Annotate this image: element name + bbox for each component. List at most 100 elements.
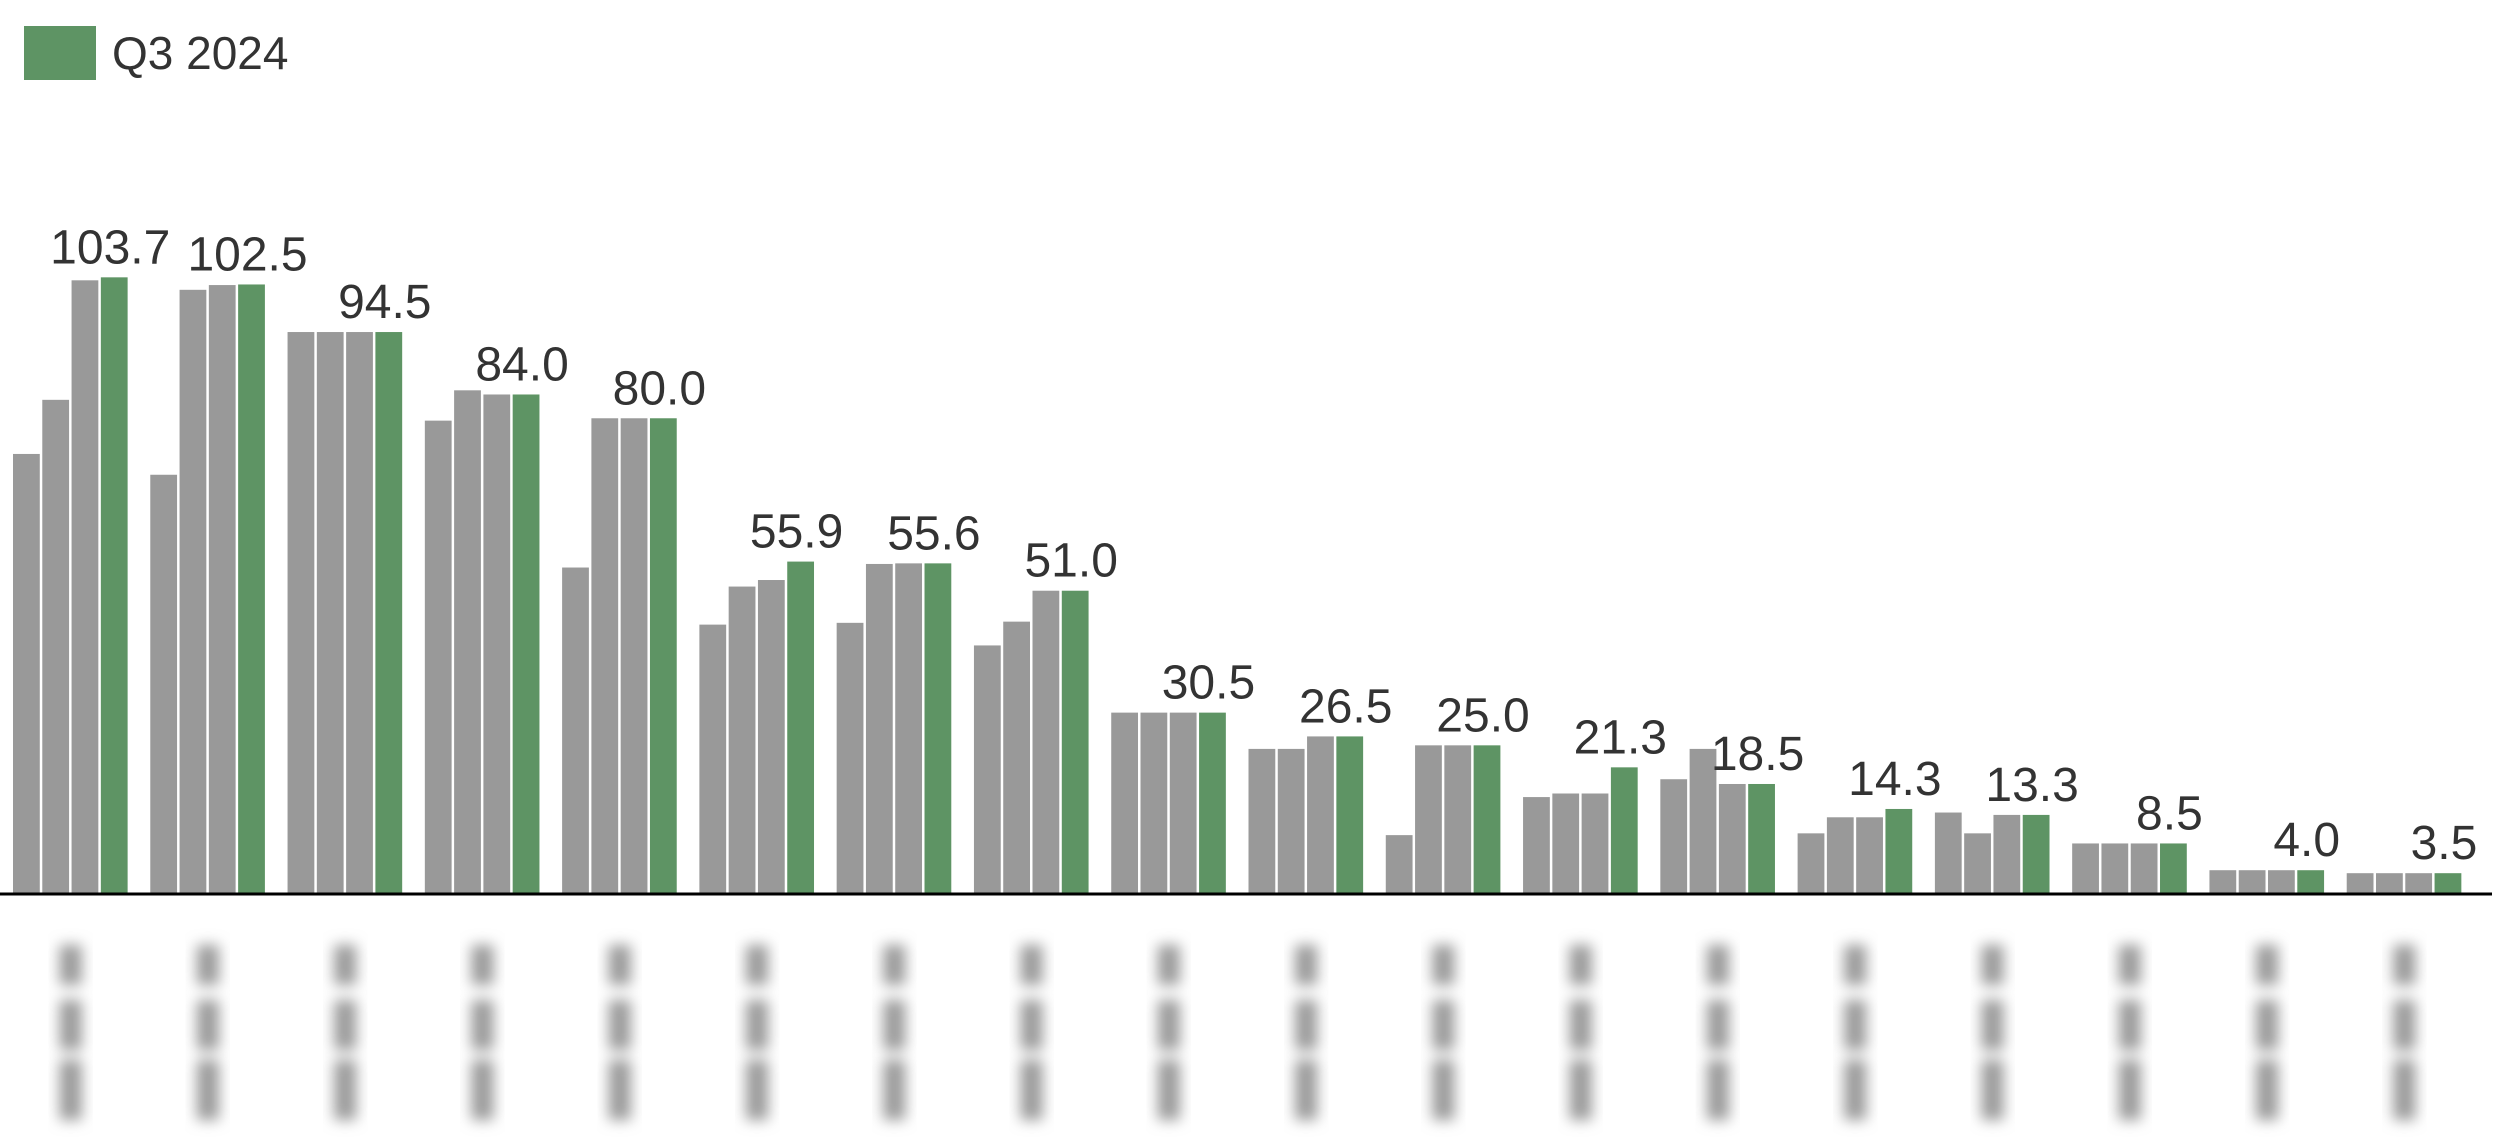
bar xyxy=(1199,712,1226,894)
blur-block xyxy=(2256,945,2279,985)
blurred-category-label xyxy=(1020,945,1043,1120)
blur-block xyxy=(1569,1060,1592,1120)
blur-block xyxy=(2393,1000,2416,1050)
bar xyxy=(2376,873,2403,894)
blurred-category-label xyxy=(59,945,82,1120)
value-label: 21.3 xyxy=(1574,711,1667,764)
blur-block xyxy=(746,1060,769,1120)
blur-block xyxy=(1432,1060,1455,1120)
bar xyxy=(865,563,893,894)
blur-block xyxy=(471,1000,494,1050)
blur-block xyxy=(608,1060,631,1120)
value-label: 84.0 xyxy=(475,338,568,391)
bar xyxy=(2268,870,2295,894)
bar xyxy=(316,332,344,894)
bar xyxy=(375,332,403,894)
blur-block xyxy=(196,1060,219,1120)
bar xyxy=(1248,748,1276,894)
blur-block xyxy=(2393,1060,2416,1120)
bar xyxy=(1610,767,1638,894)
value-label: 55.9 xyxy=(750,506,843,559)
legend-label: Q3 2024 xyxy=(112,27,288,79)
bar xyxy=(2297,870,2325,894)
bar xyxy=(2072,843,2099,894)
blurred-category-label xyxy=(2118,945,2141,1120)
bar xyxy=(2434,873,2462,894)
bar xyxy=(512,394,540,894)
blur-block xyxy=(1020,1060,1043,1120)
bar xyxy=(1169,712,1197,894)
bar xyxy=(2209,870,2237,894)
blur-block xyxy=(471,945,494,985)
bar xyxy=(2160,843,2187,894)
blur-block xyxy=(2118,1000,2141,1050)
blurred-category-label xyxy=(2393,945,2416,1120)
value-label: 14.3 xyxy=(1848,753,1941,806)
blur-block xyxy=(1295,1000,1318,1050)
bar xyxy=(836,622,864,894)
bar xyxy=(2101,843,2129,894)
bar xyxy=(591,418,619,894)
blur-block xyxy=(1020,945,1043,985)
value-label: 94.5 xyxy=(338,276,431,329)
blurred-category-label xyxy=(746,945,769,1120)
bar xyxy=(562,567,589,894)
blurred-category-label xyxy=(1706,945,1729,1120)
blur-block xyxy=(1157,1000,1180,1050)
blurred-category-label xyxy=(196,945,219,1120)
blur-block xyxy=(2256,1000,2279,1050)
blur-block xyxy=(1295,945,1318,985)
bar xyxy=(649,418,677,894)
blur-block xyxy=(1844,1060,1867,1120)
value-label: 102.5 xyxy=(187,228,307,281)
blur-block xyxy=(1157,945,1180,985)
value-label: 8.5 xyxy=(2136,787,2203,840)
value-label: 103.7 xyxy=(50,221,170,274)
blur-block xyxy=(1706,945,1729,985)
bar xyxy=(1473,745,1501,894)
blurred-category-label xyxy=(883,945,906,1120)
bar xyxy=(1277,748,1305,894)
bar xyxy=(1111,712,1139,894)
bar xyxy=(1934,812,1962,894)
blur-block xyxy=(608,1000,631,1050)
bar xyxy=(424,420,452,894)
blurred-category-label xyxy=(1569,945,1592,1120)
blur-block xyxy=(883,945,906,985)
value-label: 18.5 xyxy=(1711,728,1804,781)
bar xyxy=(1140,712,1168,894)
blur-block xyxy=(471,1060,494,1120)
blurred-category-label xyxy=(1844,945,1867,1120)
bar xyxy=(179,289,207,894)
blur-block xyxy=(334,945,357,985)
value-label: 51.0 xyxy=(1024,535,1117,588)
blur-block xyxy=(1432,1000,1455,1050)
blurred-category-label xyxy=(2256,945,2279,1120)
bar xyxy=(2346,873,2374,894)
blur-block xyxy=(1981,1000,2004,1050)
value-label: 25.0 xyxy=(1436,689,1529,742)
value-label: 80.0 xyxy=(613,362,706,415)
value-label: 13.3 xyxy=(1985,759,2078,812)
bar xyxy=(1856,817,1883,894)
bar xyxy=(1964,833,1991,894)
value-label: 26.5 xyxy=(1299,680,1392,733)
blurred-category-label xyxy=(334,945,357,1120)
bar xyxy=(238,284,265,894)
bar xyxy=(1415,745,1442,894)
bar xyxy=(346,332,373,894)
blur-block xyxy=(2118,945,2141,985)
bar xyxy=(2238,870,2266,894)
blur-block xyxy=(1981,1060,2004,1120)
blur-block xyxy=(59,1000,82,1050)
value-label: 55.6 xyxy=(887,507,980,560)
blurred-category-label xyxy=(1981,945,2004,1120)
blur-block xyxy=(746,945,769,985)
bar xyxy=(13,453,40,894)
blur-block xyxy=(1157,1060,1180,1120)
bar xyxy=(1444,745,1472,894)
blur-block xyxy=(1295,1060,1318,1120)
blur-block xyxy=(746,1000,769,1050)
bar xyxy=(620,418,648,894)
